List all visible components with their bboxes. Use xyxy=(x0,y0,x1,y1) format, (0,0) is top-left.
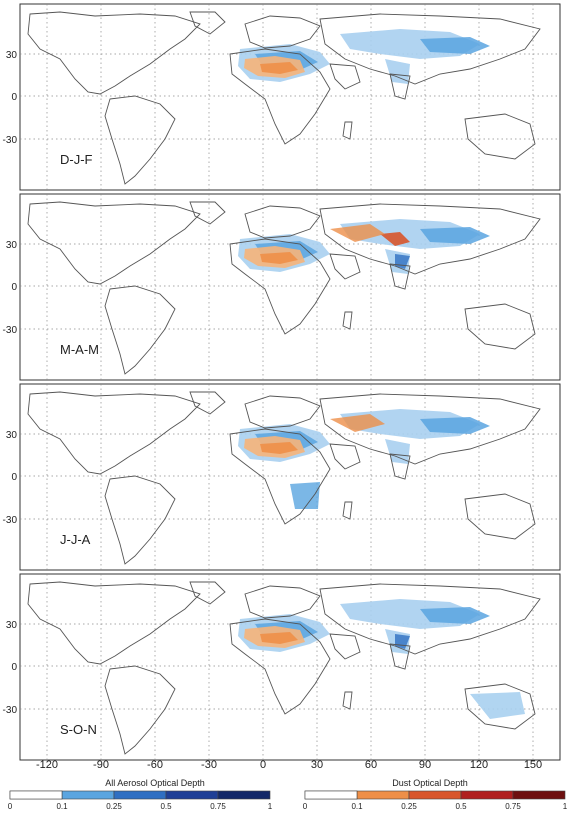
x-tick-label: 0 xyxy=(260,759,266,771)
y-tick-label: 0 xyxy=(11,472,17,483)
x-tick-label: -120 xyxy=(36,759,58,771)
season-label: J-J-A xyxy=(60,532,91,547)
panel-frame xyxy=(19,573,561,761)
colorbar-segment xyxy=(61,790,115,800)
colorbar-tick-label: 0.25 xyxy=(106,802,122,811)
colorbar-tick-label: 0.5 xyxy=(455,802,467,811)
y-tick-label: -30 xyxy=(3,705,18,716)
y-tick-label: 30 xyxy=(6,430,18,441)
x-tick-label: -60 xyxy=(147,759,163,771)
x-tick-label: 120 xyxy=(470,759,488,771)
colorbar-segment xyxy=(512,790,566,800)
dust-colorbar-title: Dust Optical Depth xyxy=(392,778,468,788)
x-tick-label: 150 xyxy=(524,759,542,771)
y-tick-label: -30 xyxy=(3,515,18,526)
y-tick-label: 0 xyxy=(11,282,17,293)
season-label: D-J-F xyxy=(60,152,93,167)
season-label: S-O-N xyxy=(60,722,97,737)
colorbar-segment xyxy=(9,790,63,800)
season-label: M-A-M xyxy=(60,342,99,357)
panel-frame xyxy=(19,3,561,191)
panel-frame xyxy=(19,193,561,381)
colorbar-tick-label: 0.1 xyxy=(351,802,363,811)
colorbar-segment xyxy=(356,790,410,800)
colorbar-segment xyxy=(408,790,462,800)
map-panel-m-a-m: 30 0 -30 M-A-M xyxy=(3,193,561,381)
colorbar-tick-label: 0.5 xyxy=(160,802,172,811)
colorbar-segment xyxy=(113,790,167,800)
panel-frame xyxy=(19,383,561,571)
y-tick-label: 30 xyxy=(6,240,18,251)
y-tick-label: -30 xyxy=(3,325,18,336)
y-tick-label: -30 xyxy=(3,135,18,146)
y-tick-label: 0 xyxy=(11,662,17,673)
colorbar-tick-label: 0.75 xyxy=(210,802,226,811)
colorbar-segment xyxy=(460,790,514,800)
map-panel-s-o-n: 30 0 -30 S-O-N xyxy=(3,573,561,761)
map-panels: 30 0 -30 D-J-F 30 0 -30 M-A-M 30 0 -30 J-J-A 30 0 -30 S… xyxy=(3,3,561,761)
map-panel-j-j-a: 30 0 -30 J-J-A xyxy=(3,383,561,571)
y-tick-label: 30 xyxy=(6,620,18,631)
colorbar-tick-label: 1 xyxy=(563,802,568,811)
dust-shading xyxy=(244,626,305,648)
colorbar-segment xyxy=(165,790,219,800)
aerosol-colorbar: All Aerosol Optical Depth 0 0.1 0.25 0.5 0.7… xyxy=(8,778,273,811)
colorbar-tick-label: 0 xyxy=(303,802,308,811)
colorbar-tick-label: 0.25 xyxy=(401,802,417,811)
x-tick-label: 60 xyxy=(365,759,377,771)
colorbar-tick-label: 0.1 xyxy=(56,802,68,811)
colorbar-tick-label: 1 xyxy=(268,802,273,811)
x-tick-label: -30 xyxy=(201,759,217,771)
x-tick-label: 30 xyxy=(311,759,323,771)
x-axis-tick-labels: -120 -90 -60 -30 0 30 60 90 120 150 xyxy=(36,759,542,771)
y-tick-label: 0 xyxy=(11,92,17,103)
dust-shading xyxy=(244,56,305,78)
dust-colorbar: Dust Optical Depth 0 0.1 0.25 0.5 0.75 1 xyxy=(303,778,568,811)
y-tick-label: 30 xyxy=(6,50,18,61)
colorbar-tick-label: 0 xyxy=(8,802,13,811)
aerosol-colorbar-title: All Aerosol Optical Depth xyxy=(105,778,205,788)
dust-shading xyxy=(244,224,410,268)
dust-shading xyxy=(244,414,385,458)
x-tick-label: -90 xyxy=(93,759,109,771)
colorbar-tick-label: 0.75 xyxy=(505,802,521,811)
map-panel-d-j-f: 30 0 -30 D-J-F xyxy=(3,3,561,191)
colorbar-segment xyxy=(217,790,271,800)
colorbar-segment xyxy=(304,790,358,800)
x-tick-label: 90 xyxy=(419,759,431,771)
